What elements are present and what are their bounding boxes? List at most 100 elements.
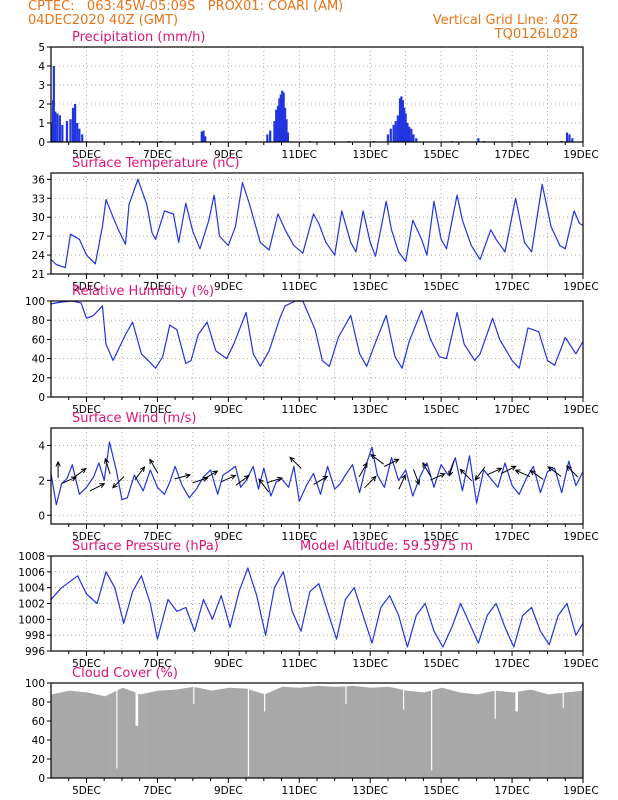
cloud-bar — [179, 688, 182, 778]
wind-vector-arrow — [174, 473, 192, 480]
cloud-bar — [454, 691, 457, 778]
cloud-bar — [216, 689, 219, 778]
cloud-bar — [113, 692, 115, 778]
cloud-bar — [438, 688, 440, 778]
precip-bar — [571, 138, 574, 142]
precip-bar — [200, 131, 203, 142]
cloud-bar — [51, 694, 53, 778]
cloud-bar — [182, 688, 185, 778]
cloud-bar — [554, 693, 557, 778]
panel-3: Surface Wind (m/s) 0 2 4 5DEC 7DEC 9DEC 11DEC 13… — [38, 411, 598, 543]
cloud-bar — [553, 693, 556, 778]
cloud-bar — [120, 688, 123, 778]
wind-vector-arrow — [486, 467, 503, 476]
cloud-bar — [58, 692, 61, 778]
y-tick-label: 4 — [38, 61, 45, 73]
cloud-bar — [349, 686, 352, 778]
wind-vector-arrow — [289, 456, 302, 469]
x-tick-label: 17DEC — [494, 404, 529, 416]
x-tick-label: 19DEC — [563, 149, 598, 161]
cloud-bar — [572, 691, 575, 778]
cloud-bar — [76, 691, 78, 778]
wind-vector-arrow — [369, 453, 384, 465]
x-tick-label: 13DEC — [352, 404, 387, 416]
cloud-bar — [380, 687, 383, 778]
cloud-bar — [160, 690, 163, 778]
cloud-bar — [318, 685, 321, 778]
cloud-bar — [268, 692, 271, 778]
x-tick-label: 7DEC — [143, 281, 172, 293]
y-tick-label: 40 — [32, 735, 45, 747]
cloud-bar — [288, 687, 291, 778]
cloud-bar — [401, 689, 404, 778]
y-tick-label: 0 — [38, 392, 45, 404]
cloud-bar — [299, 687, 302, 778]
y-tick-label: 0 — [38, 510, 45, 522]
wind-vector-arrow — [313, 475, 329, 485]
cloud-bar — [334, 686, 337, 778]
wind-vector-arrow — [220, 474, 237, 483]
cloud-bar — [243, 688, 245, 778]
cloud-bar — [55, 693, 58, 778]
cloud-bar — [371, 687, 374, 778]
cloud-bar — [442, 688, 445, 778]
cloud-bar — [356, 686, 359, 778]
cloud-bar — [472, 693, 474, 778]
cloud-bar — [418, 692, 421, 778]
cloud-bar — [158, 690, 161, 778]
cloud-bar — [503, 691, 505, 778]
cloud-bar — [461, 692, 464, 778]
y-tick-label: 0 — [38, 773, 45, 785]
x-tick-label: 19DEC — [563, 531, 598, 543]
precip-bar — [71, 107, 75, 142]
cloud-bar — [529, 689, 532, 778]
cloud-bar — [234, 688, 237, 778]
cloud-bar — [444, 688, 446, 778]
cloud-bar — [546, 694, 548, 778]
cloud-bar — [497, 690, 500, 778]
wind-vector-arrow — [398, 473, 406, 490]
header-grid-line: Vertical Grid Line: 40Z — [432, 13, 578, 28]
cloud-bar — [563, 692, 566, 778]
cloud-bar — [303, 687, 306, 778]
wind-vector-arrow — [474, 466, 486, 481]
cloud-bar — [83, 692, 86, 778]
wind-vector-arrow — [430, 473, 446, 481]
cloud-bar — [87, 692, 90, 778]
cloud-bar — [325, 686, 328, 778]
cloud-bar — [185, 687, 188, 778]
cloud-bar — [333, 686, 336, 778]
cloud-bar — [111, 692, 114, 778]
cloud-bar — [269, 691, 272, 778]
cloud-bar — [458, 692, 461, 778]
cloud-bar — [491, 691, 494, 778]
cloud-bar — [241, 688, 244, 778]
precip-bar — [568, 134, 571, 142]
x-tick-label: 15DEC — [423, 404, 458, 416]
cloud-bar — [297, 687, 300, 778]
cloud-bar — [509, 692, 511, 778]
panel-2: Relative Humidity (%) 0 20 40 60 80 100 5DEC 7DE… — [25, 284, 599, 416]
cloud-bar — [293, 687, 296, 778]
cloud-bar — [163, 690, 166, 778]
y-tick-label: 1000 — [18, 614, 45, 626]
cloud-bar — [184, 688, 186, 778]
cloud-bar — [386, 686, 389, 778]
cloud-bar — [485, 692, 488, 778]
y-tick-label: 3 — [38, 80, 45, 92]
cloud-bar — [557, 693, 560, 778]
cloud-bar — [532, 690, 535, 778]
cloud-bar — [534, 690, 537, 778]
precip-bar — [74, 104, 77, 142]
cloud-bar — [489, 691, 492, 778]
y-tick-label: 2 — [38, 99, 45, 111]
x-tick-label: 19DEC — [563, 404, 598, 416]
cloud-bar — [229, 687, 232, 778]
cloud-bar — [283, 686, 285, 778]
cloud-bar — [250, 690, 253, 778]
x-tick-label: 15DEC — [423, 785, 458, 797]
cloud-bar — [537, 691, 539, 778]
cloud-bar — [151, 691, 154, 778]
cloud-bar — [259, 692, 262, 778]
y-tick-label: 2 — [38, 475, 45, 487]
